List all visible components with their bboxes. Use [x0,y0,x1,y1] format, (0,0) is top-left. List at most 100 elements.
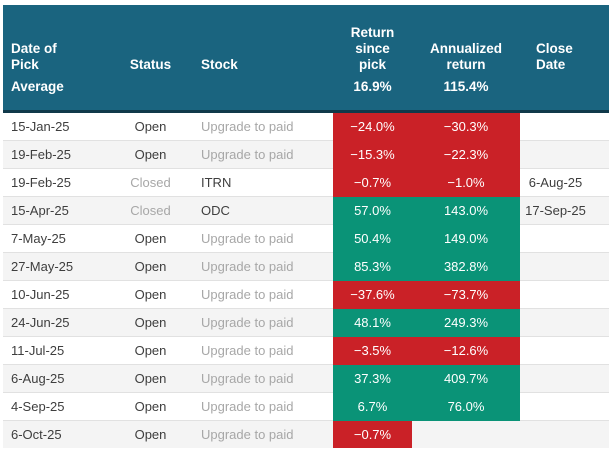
table-row: 27-May-25 Open Upgrade to paid 85.3% 382… [3,252,609,281]
close-date-cell [520,224,609,253]
close-date-cell [520,111,609,141]
close-date-cell [520,421,609,449]
status-cell: Open [113,224,188,253]
table-body: 15-Jan-25 Open Upgrade to paid −24.0% −3… [3,111,609,449]
date-cell: 19-Feb-25 [3,140,113,169]
column-header-close-date: Close Date [536,41,573,72]
return-since-pick-cell: 57.0% [333,196,412,225]
status-cell: Open [113,280,188,309]
close-date-cell [520,392,609,421]
return-since-pick-cell: 50.4% [333,224,412,253]
table-row: 24-Jun-25 Open Upgrade to paid 48.1% 249… [3,308,609,337]
date-cell: 15-Apr-25 [3,196,113,225]
date-cell: 19-Feb-25 [3,168,113,197]
stock-cell: Upgrade to paid [188,140,333,169]
date-cell: 10-Jun-25 [3,280,113,309]
close-date-cell [520,280,609,309]
annualized-return-cell: 76.0% [412,392,520,421]
column-header-stock: Stock [201,57,238,72]
average-close-date-cell [520,73,609,113]
status-cell: Open [113,336,188,365]
status-cell: Open [113,364,188,393]
date-cell: 27-May-25 [3,252,113,281]
stock-cell: Upgrade to paid [188,392,333,421]
date-cell: 6-Aug-25 [3,364,113,393]
return-since-pick-cell: −0.7% [333,168,412,197]
stock-cell: Upgrade to paid [188,308,333,337]
average-annualized-return: 115.4% [412,73,520,113]
average-row: Average 16.9% 115.4% [3,73,609,113]
close-date-cell [520,308,609,337]
annualized-return-cell: −30.3% [412,111,520,141]
close-date-cell [520,252,609,281]
column-header-date-of-pick: Date of Pick [11,41,57,72]
date-cell: 11-Jul-25 [3,336,113,365]
close-date-cell [520,364,609,393]
return-since-pick-cell: 85.3% [333,252,412,281]
return-since-pick-cell: −24.0% [333,111,412,141]
stock-cell: Upgrade to paid [188,280,333,309]
date-cell: 24-Jun-25 [3,308,113,337]
stock-cell: ITRN [188,168,333,197]
return-since-pick-cell: 37.3% [333,364,412,393]
date-cell: 7-May-25 [3,224,113,253]
annualized-return-cell: −12.6% [412,336,520,365]
date-cell: 15-Jan-25 [3,111,113,141]
close-date-cell [520,336,609,365]
return-since-pick-cell: −15.3% [333,140,412,169]
status-cell: Closed [113,168,188,197]
stock-cell: Upgrade to paid [188,111,333,141]
header-row: Date of Pick Status Stock Return since p… [3,5,609,73]
average-stock-cell [188,73,333,113]
table-row: 15-Jan-25 Open Upgrade to paid −24.0% −3… [3,111,609,141]
return-since-pick-cell: −37.6% [333,280,412,309]
table-row: 19-Feb-25 Open Upgrade to paid −15.3% −2… [3,140,609,169]
return-since-pick-cell: −0.7% [333,420,412,448]
return-since-pick-cell: 6.7% [333,392,412,421]
date-cell: 6-Oct-25 [11,427,62,442]
close-date-cell [520,140,609,169]
date-cell: 4-Sep-25 [3,392,113,421]
stock-cell: Upgrade to paid [188,336,333,365]
table-row: 11-Jul-25 Open Upgrade to paid −3.5% −12… [3,336,609,365]
table-header: Date of Pick Status Stock Return since p… [3,5,609,113]
status-cell: Open [134,427,167,442]
stock-cell: Upgrade to paid [188,252,333,281]
annualized-return-cell: −73.7% [412,280,520,309]
status-cell: Open [113,111,188,141]
average-status-cell [113,73,188,113]
status-cell: Open [113,392,188,421]
annualized-return-cell: 249.3% [412,308,520,337]
annualized-return-cell: 149.0% [412,224,520,253]
stock-cell: ODC [188,196,333,225]
close-date-cell: 6-Aug-25 [520,168,609,197]
table-row: 6-Oct-25 Open Upgrade to paid −0.7% [3,420,609,449]
table-row: 4-Sep-25 Open Upgrade to paid 6.7% 76.0% [3,392,609,421]
average-return-since-pick: 16.9% [333,73,412,113]
status-cell: Open [113,252,188,281]
stock-picks-table: Date of Pick Status Stock Return since p… [3,5,609,448]
column-header-return-since-pick: Return since pick [350,25,395,72]
annualized-return-cell [412,421,520,449]
stock-cell: Upgrade to paid [201,427,294,442]
table-row: 6-Aug-25 Open Upgrade to paid 37.3% 409.… [3,364,609,393]
return-since-pick-cell: −3.5% [333,336,412,365]
table-row: 7-May-25 Open Upgrade to paid 50.4% 149.… [3,224,609,253]
status-cell: Open [113,140,188,169]
average-label: Average [3,73,113,113]
status-cell: Open [113,308,188,337]
table-row: 10-Jun-25 Open Upgrade to paid −37.6% −7… [3,280,609,309]
table-row: 15-Apr-25 Closed ODC 57.0% 143.0% 17-Sep… [3,196,609,225]
return-since-pick-cell: 48.1% [333,308,412,337]
table-row: 19-Feb-25 Closed ITRN −0.7% −1.0% 6-Aug-… [3,168,609,197]
stock-cell: Upgrade to paid [188,224,333,253]
annualized-return-cell: 382.8% [412,252,520,281]
column-header-status: Status [129,57,172,72]
annualized-return-cell: −22.3% [412,140,520,169]
status-cell: Closed [113,196,188,225]
annualized-return-cell: 143.0% [412,196,520,225]
annualized-return-cell: −1.0% [412,168,520,197]
column-header-annualized-return: Annualized return [429,41,502,72]
annualized-return-cell: 409.7% [412,364,520,393]
